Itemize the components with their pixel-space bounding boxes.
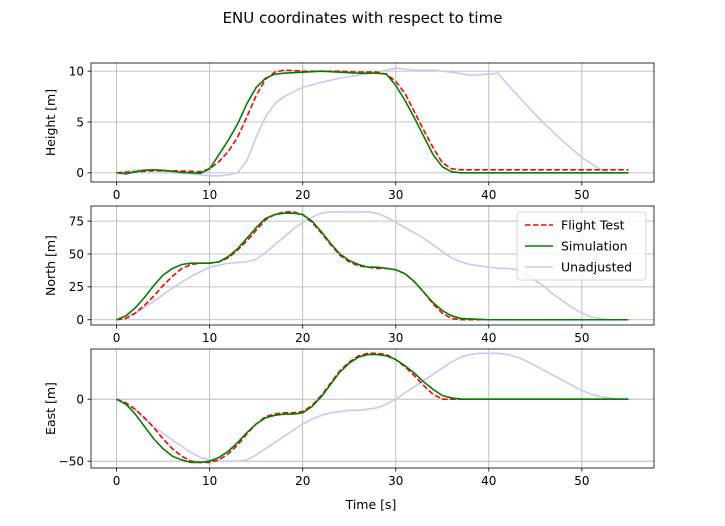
y-tick-label: 25 [69, 280, 84, 294]
x-tick-label: 0 [113, 331, 121, 345]
y-axis-label: North [m] [43, 235, 58, 296]
series-group [116, 67, 629, 177]
y-axis-label: East [m] [43, 382, 58, 435]
x-tick-label: 50 [574, 474, 589, 488]
y-tick-label: 75 [69, 214, 84, 228]
series-group [116, 352, 629, 464]
y-tick-label: 0 [76, 313, 84, 327]
series-line-unadjusted [116, 67, 629, 177]
x-tick-label: 20 [295, 331, 310, 345]
x-tick-label: 10 [202, 188, 217, 202]
series-line-flight-test [116, 352, 629, 464]
subplot-1: 0 10 20 30 40 50 0 5 10 Height [m] [43, 62, 655, 202]
y-tick-label: 50 [69, 247, 84, 261]
x-tick-label: 30 [388, 188, 403, 202]
y-axis-label: Height [m] [43, 89, 58, 156]
x-axis-label: Time [s] [345, 497, 397, 512]
y-tick-label: −50 [59, 454, 84, 468]
x-tick-label: 30 [388, 474, 403, 488]
y-tick-label: 0 [76, 166, 84, 180]
series-line-simulation [116, 212, 629, 321]
x-tick-label: 20 [295, 188, 310, 202]
x-tick-label: 10 [202, 331, 217, 345]
x-tick-label: 10 [202, 474, 217, 488]
x-tick-label: 50 [574, 331, 589, 345]
subplots: 0 10 20 30 40 50 0 5 10 Height [m] 0 10 20 30 40 50 0 25 5… [43, 62, 655, 488]
legend: Flight Test Simulation Unadjusted [516, 211, 647, 281]
x-tick-label: 40 [481, 474, 496, 488]
x-tick-label: 50 [574, 188, 589, 202]
axes-frame [90, 205, 655, 326]
x-tick-label: 40 [481, 188, 496, 202]
series-line-flight-test [116, 211, 629, 321]
y-tick-label: 0 [76, 393, 84, 407]
x-tick-label: 20 [295, 474, 310, 488]
legend-box [516, 211, 647, 281]
y-tick-label: 5 [76, 115, 84, 129]
axes-frame [90, 62, 655, 183]
series-line-flight-test [116, 69, 629, 174]
series-line-unadjusted [116, 352, 629, 462]
axes-frame [90, 348, 655, 469]
x-tick-label: 30 [388, 331, 403, 345]
x-tick-label: 0 [113, 474, 121, 488]
y-tick-label: 10 [69, 64, 84, 78]
subplot-3: 0 10 20 30 40 50 −50 0 East [m] [43, 348, 655, 488]
series-line-unadjusted [116, 211, 629, 321]
legend-entry: Flight Test [561, 218, 625, 233]
legend-entry: Simulation [561, 239, 628, 254]
series-group [116, 211, 629, 321]
series-line-simulation [116, 70, 629, 175]
chart-title: ENU coordinates with respect to time [223, 9, 503, 27]
x-tick-label: 40 [481, 331, 496, 345]
x-tick-label: 0 [113, 188, 121, 202]
series-line-simulation [116, 353, 629, 464]
subplot-2: 0 10 20 30 40 50 0 25 50 75 North [m] [43, 205, 655, 345]
legend-entry: Unadjusted [561, 260, 632, 275]
